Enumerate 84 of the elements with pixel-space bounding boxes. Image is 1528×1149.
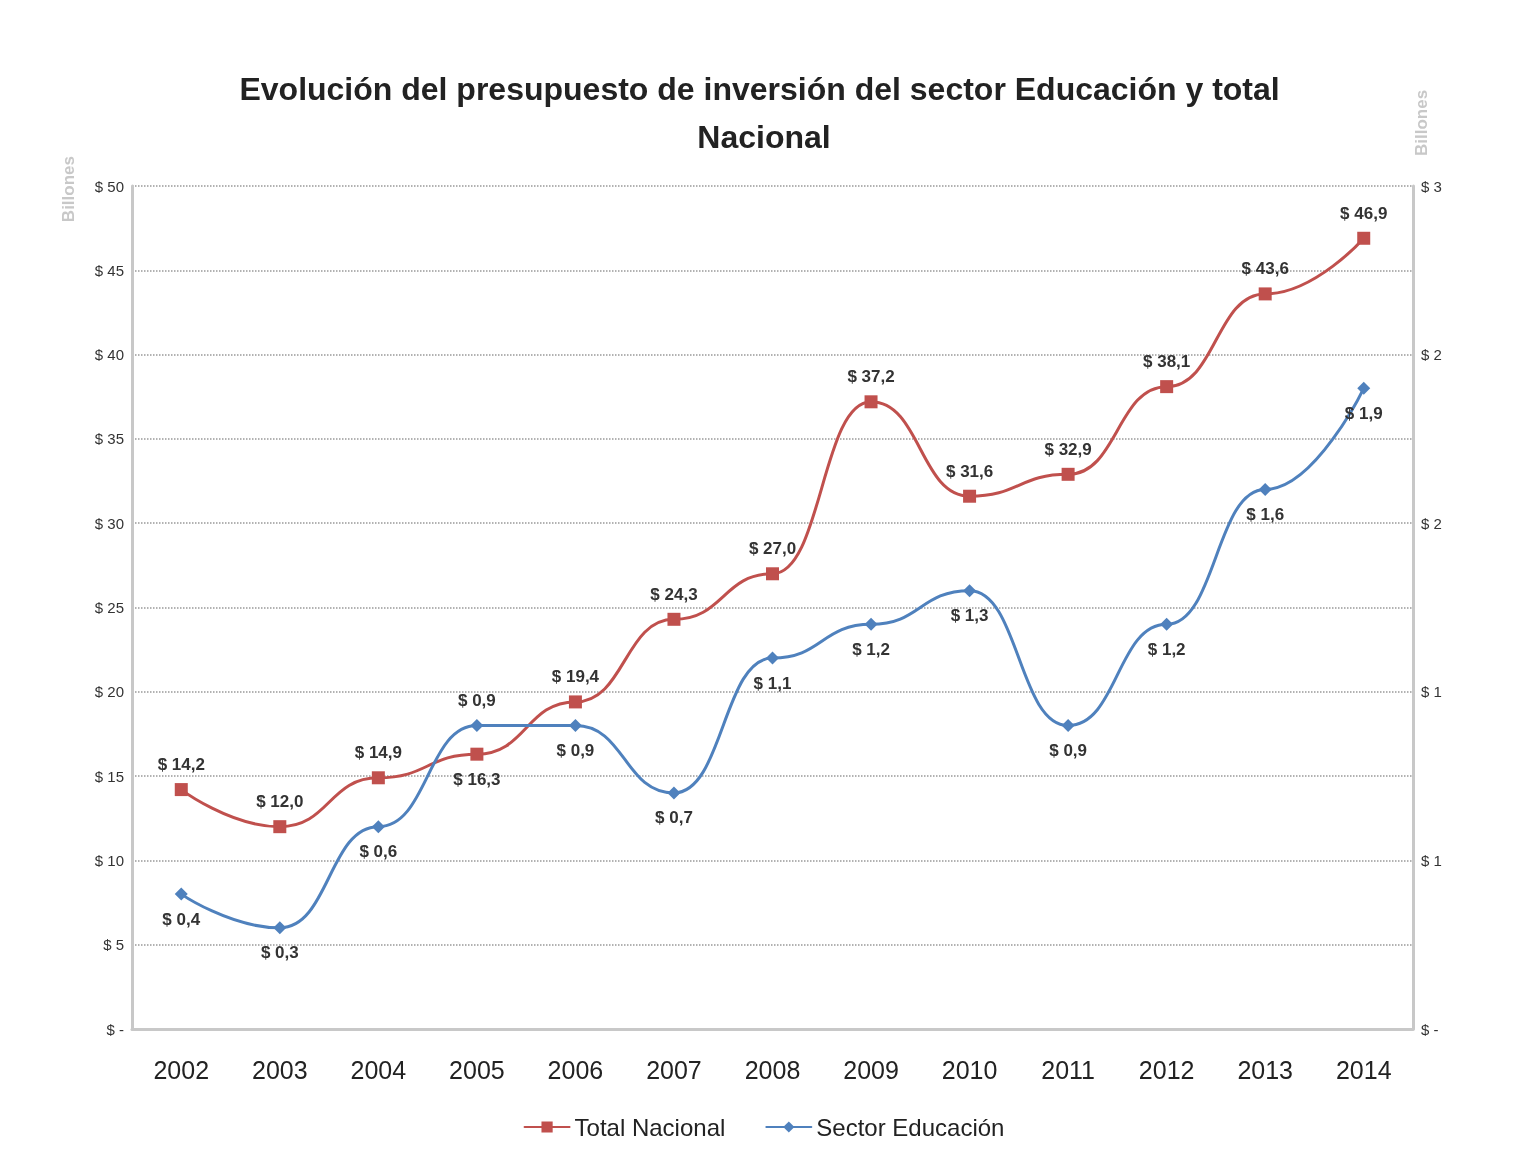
data-label: $ 19,4 [551, 667, 600, 687]
legend-label: Total Nacional [574, 1113, 726, 1141]
point [470, 719, 484, 733]
data-label: $ 0,9 [1049, 741, 1088, 761]
point [1061, 467, 1075, 481]
point [1258, 287, 1272, 301]
point [568, 719, 582, 733]
data-label: $ 38,1 [1143, 352, 1191, 372]
point [273, 921, 287, 935]
point [1061, 719, 1075, 733]
data-label: $ 37,2 [847, 367, 895, 387]
y-tick-label: $ 40 [94, 346, 124, 364]
y2-tick-label: $ 1 [1421, 851, 1442, 869]
data-label: $ 43,6 [1241, 259, 1289, 279]
point [1357, 381, 1371, 395]
y2-tick-label: $ 2 [1421, 346, 1442, 364]
x-tick-label: 2005 [449, 1055, 505, 1084]
y-tick-label: $ 35 [94, 430, 124, 448]
point [273, 820, 287, 834]
point [667, 612, 681, 626]
point [1160, 380, 1174, 394]
x-tick-label: 2002 [153, 1055, 210, 1084]
x-tick-label: 2011 [1041, 1055, 1095, 1084]
y-tick-label: $ 10 [94, 851, 124, 869]
y2-tick-label: $ 2 [1421, 514, 1442, 532]
data-label: $ 0,4 [162, 909, 201, 929]
point [667, 786, 681, 800]
x-tick-label: 2007 [646, 1055, 702, 1084]
point [963, 584, 977, 598]
point [864, 395, 878, 409]
y-tick-label: $ 30 [94, 514, 124, 532]
point [1258, 482, 1272, 496]
y-tick-label: $ 5 [103, 936, 124, 954]
point [174, 783, 188, 797]
data-label: $ 14,9 [354, 743, 402, 763]
x-tick-label: 2009 [843, 1055, 899, 1084]
y2-tick-label: $ 3 [1421, 177, 1442, 195]
point [766, 567, 779, 581]
data-label: $ 31,6 [945, 461, 994, 481]
data-label: $ 14,2 [157, 755, 205, 775]
x-tick-label: 2010 [941, 1055, 998, 1084]
data-label: $ 0,9 [556, 741, 595, 761]
data-label: $ 1,1 [753, 673, 792, 693]
x-tick-label: 2013 [1237, 1055, 1293, 1084]
point [1160, 617, 1174, 631]
x-tick-label: 2014 [1335, 1055, 1392, 1084]
x-tick-label: 2012 [1138, 1055, 1195, 1084]
y-tick-label: $ 25 [94, 599, 124, 616]
point [963, 489, 977, 503]
y-tick-label: $ 45 [94, 261, 124, 279]
data-label: $ 1,6 [1246, 504, 1285, 524]
data-label: $ 12,0 [256, 792, 304, 812]
point [766, 651, 779, 665]
data-label: $ 24,3 [650, 584, 698, 604]
point [470, 747, 484, 761]
point [371, 820, 385, 834]
data-label: $ 1,2 [1147, 639, 1186, 659]
data-label: $ 0,3 [260, 943, 299, 963]
point [864, 617, 878, 631]
x-tick-label: 2008 [744, 1055, 801, 1084]
y-tick-label: $ 50 [94, 177, 124, 195]
chart-title: Evolución del presupuesto de inversión del sector Educación y total Nacional [239, 71, 1289, 155]
data-label: $ 1,2 [852, 639, 890, 659]
y-tick-label: $ 20 [94, 683, 124, 701]
data-label: $ 16,3 [453, 769, 501, 789]
data-label: $ 27,0 [748, 539, 797, 559]
point [1357, 231, 1371, 245]
y2-tick-label: $ 1 [1421, 683, 1442, 701]
legend-label: Sector Educación [816, 1113, 1005, 1141]
data-label: $ 0,7 [655, 808, 693, 828]
y-tick-label: $ 15 [94, 767, 124, 785]
point [568, 695, 582, 709]
x-tick-label: 2006 [547, 1055, 604, 1084]
point [371, 771, 385, 785]
data-label: $ 32,9 [1044, 439, 1092, 459]
x-tick-label: 2003 [252, 1055, 308, 1084]
x-tick-label: 2004 [350, 1055, 407, 1084]
data-label: $ 46,9 [1340, 203, 1388, 223]
data-label: $ 0,9 [457, 691, 496, 711]
point [174, 887, 188, 901]
data-label: $ 0,6 [359, 842, 398, 862]
data-label: $ 1,3 [950, 606, 989, 626]
y2-tick-label: $ - [1421, 1020, 1439, 1038]
y-tick-label: $ - [106, 1020, 124, 1038]
